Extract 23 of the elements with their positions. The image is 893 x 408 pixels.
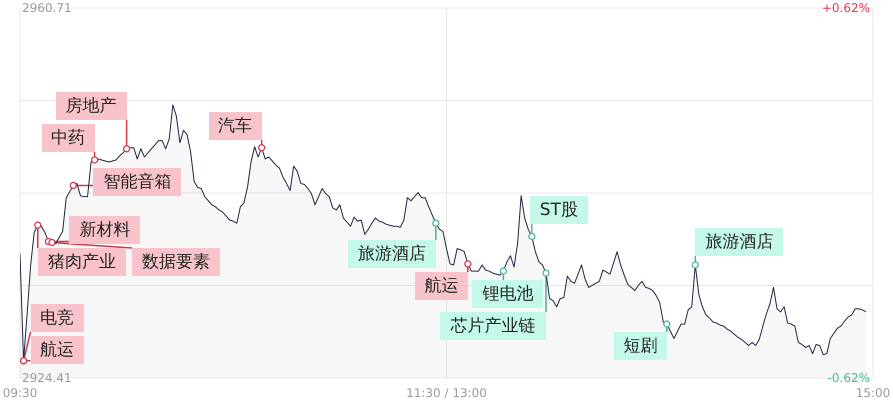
data-label: 锂电池 <box>472 280 544 308</box>
data-label: ST股 <box>530 196 588 224</box>
y-tick-label: 2960.71 <box>22 1 72 15</box>
y-tick-label: 2924.41 <box>22 371 72 385</box>
x-tick-label: 09:30 <box>2 386 38 400</box>
data-label: 电竞 <box>30 304 84 332</box>
data-label: 航运 <box>414 272 468 300</box>
data-label: 房地产 <box>56 92 127 120</box>
data-label: 芯片产业链 <box>440 312 546 340</box>
data-label: 旅游酒店 <box>348 240 436 268</box>
data-label: 旅游酒店 <box>695 228 784 256</box>
data-label: 汽车 <box>208 112 262 140</box>
x-tick-label: 15:00 <box>856 386 890 400</box>
data-label: 数据要素 <box>132 248 220 276</box>
y2-tick-label: -0.62% <box>828 371 870 385</box>
x-tick-label: 11:30 / 13:00 <box>406 386 487 400</box>
data-label: 智能音箱 <box>93 168 182 196</box>
y2-tick-label: +0.62% <box>822 1 870 15</box>
data-label: 中药 <box>42 124 95 152</box>
data-label: 猪肉产业 <box>38 248 126 276</box>
data-label: 短剧 <box>614 332 667 360</box>
data-label: 新材料 <box>69 216 140 244</box>
data-label: 航运 <box>30 336 84 364</box>
